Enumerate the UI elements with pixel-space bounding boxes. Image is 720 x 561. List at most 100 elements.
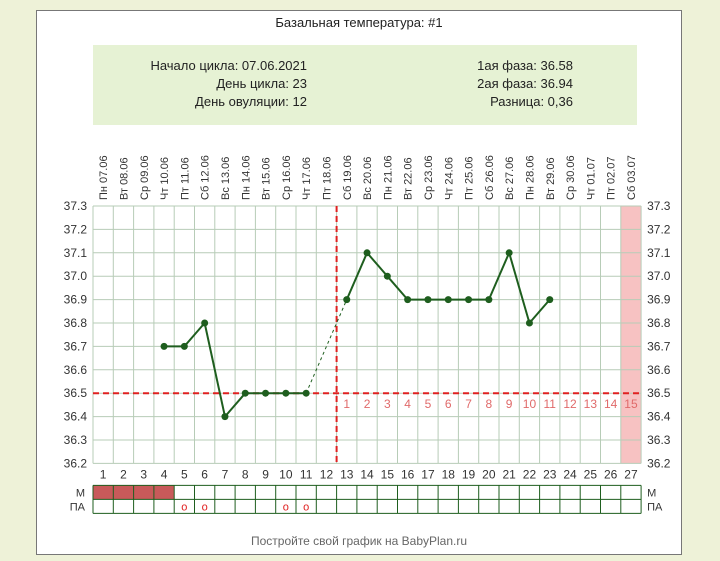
date-tick-label: Сб 12.06 bbox=[200, 155, 212, 200]
day-number-label: 7 bbox=[222, 467, 229, 481]
y-tick-label-right: 36.8 bbox=[647, 316, 671, 330]
date-tick-label: Ср 30.06 bbox=[565, 155, 577, 200]
day-number-label: 22 bbox=[523, 467, 537, 481]
data-point bbox=[262, 389, 270, 397]
date-tick-label: Ср 16.06 bbox=[281, 155, 293, 200]
phase2-day-number: 2 bbox=[364, 397, 371, 411]
series-segment bbox=[183, 322, 206, 348]
y-tick-label-right: 36.7 bbox=[647, 339, 671, 353]
day-number-label: 16 bbox=[401, 467, 415, 481]
date-tick-label: Пн 28.06 bbox=[524, 155, 536, 200]
phase2-day-number: 12 bbox=[563, 397, 577, 411]
date-tick-label: Пт 18.06 bbox=[321, 156, 333, 200]
phase2-day-number: 1 bbox=[343, 397, 350, 411]
pa-marker: o bbox=[283, 501, 289, 513]
date-tick-label: Вс 13.06 bbox=[220, 157, 232, 200]
series-segment bbox=[487, 252, 511, 300]
cycle-start-text: Начало цикла: 07.06.2021 bbox=[150, 58, 307, 73]
pa-marker: o bbox=[303, 501, 309, 513]
y-tick-label-left: 37.0 bbox=[64, 269, 88, 283]
phase2-day-number: 13 bbox=[584, 397, 598, 411]
y-tick-label-right: 36.9 bbox=[647, 293, 671, 307]
date-tick-label: Пн 07.06 bbox=[98, 155, 110, 200]
ovulation-day-text: День овуляции: 12 bbox=[195, 94, 307, 109]
date-tick-label: Пт 25.06 bbox=[464, 156, 476, 200]
difference-text: Разница: 0,36 bbox=[490, 94, 573, 109]
day-number-label: 1 bbox=[100, 467, 107, 481]
date-tick-label: Пт 11.06 bbox=[179, 157, 191, 200]
date-tick-label: Вт 22.06 bbox=[403, 157, 415, 200]
row-label-m-left: М bbox=[76, 487, 85, 499]
series-segment bbox=[386, 275, 409, 301]
pa-marker: o bbox=[202, 501, 208, 513]
day-number-label: 20 bbox=[482, 467, 496, 481]
day-number-label: 21 bbox=[502, 467, 516, 481]
phase2-day-number: 6 bbox=[445, 397, 452, 411]
day-number-label: 5 bbox=[181, 467, 188, 481]
day-number-label: 3 bbox=[140, 467, 147, 481]
phase2-day-number: 3 bbox=[384, 397, 391, 411]
y-tick-label-left: 36.9 bbox=[64, 293, 88, 307]
footer-text: Постройте свой график на BabyPlan.ru bbox=[250, 534, 468, 548]
day-number-label: 17 bbox=[421, 467, 435, 481]
phase2-day-number: 9 bbox=[506, 397, 513, 411]
y-tick-label-right: 36.6 bbox=[647, 363, 671, 377]
y-tick-label-left: 36.6 bbox=[64, 363, 88, 377]
row-label-pa-left: ПА bbox=[70, 501, 86, 513]
date-tick-label: Пт 02.07 bbox=[606, 156, 618, 200]
day-number-label: 12 bbox=[320, 467, 334, 481]
data-point bbox=[546, 296, 554, 304]
phase1-text: 1ая фаза: 36.58 bbox=[477, 58, 573, 73]
day-number-label: 2 bbox=[120, 467, 127, 481]
y-tick-label-left: 36.5 bbox=[64, 386, 88, 400]
data-point bbox=[160, 342, 168, 350]
date-tick-label: Пн 21.06 bbox=[382, 155, 394, 200]
data-point bbox=[221, 413, 229, 421]
y-tick-label-left: 36.4 bbox=[64, 410, 88, 424]
menstruation-cell bbox=[153, 485, 175, 500]
day-number-label: 26 bbox=[604, 467, 618, 481]
date-tick-label: Вс 27.06 bbox=[504, 157, 516, 200]
data-point bbox=[404, 296, 412, 304]
day-number-label: 9 bbox=[262, 467, 269, 481]
data-point bbox=[424, 296, 432, 304]
date-tick-label: Вт 29.06 bbox=[545, 157, 557, 200]
date-tick-label: Чт 01.07 bbox=[585, 157, 597, 200]
series-gap-segment bbox=[305, 299, 348, 394]
day-number-label: 8 bbox=[242, 467, 249, 481]
y-tick-label-left: 36.2 bbox=[64, 456, 88, 470]
data-point bbox=[282, 389, 290, 397]
date-tick-label: Чт 10.06 bbox=[159, 157, 171, 200]
data-point bbox=[485, 296, 493, 304]
data-point bbox=[505, 249, 513, 257]
phase2-text: 2ая фаза: 36.94 bbox=[477, 76, 573, 91]
y-tick-label-right: 37.1 bbox=[647, 246, 671, 260]
y-tick-label-right: 36.3 bbox=[647, 433, 671, 447]
data-point bbox=[465, 296, 473, 304]
series-segment bbox=[528, 298, 551, 324]
y-tick-label-left: 37.1 bbox=[64, 246, 88, 260]
highlight-day-column bbox=[620, 206, 642, 464]
y-tick-label-right: 37.3 bbox=[647, 199, 671, 213]
phase2-day-number: 4 bbox=[404, 397, 411, 411]
y-tick-label-right: 37.2 bbox=[647, 222, 671, 236]
cycle-day-text: День цикла: 23 bbox=[216, 76, 307, 91]
day-number-label: 24 bbox=[563, 467, 577, 481]
phase2-day-number: 14 bbox=[604, 397, 618, 411]
menstruation-cell bbox=[133, 485, 154, 500]
date-tick-label: Вт 08.06 bbox=[118, 157, 130, 200]
phase2-day-number: 7 bbox=[465, 397, 472, 411]
date-tick-label: Вт 15.06 bbox=[261, 157, 273, 200]
data-point bbox=[444, 296, 452, 304]
date-tick-label: Ср 09.06 bbox=[139, 155, 151, 200]
day-number-label: 11 bbox=[300, 467, 313, 481]
y-tick-label-left: 36.8 bbox=[64, 316, 88, 330]
chart-title: Базальная температура: #1 bbox=[275, 15, 443, 30]
row-label-pa-right: ПА bbox=[647, 501, 663, 513]
phase2-day-number: 8 bbox=[486, 397, 493, 411]
day-number-label: 13 bbox=[340, 467, 354, 481]
date-tick-label: Сб 03.07 bbox=[626, 155, 638, 200]
date-tick-label: Чт 17.06 bbox=[301, 157, 313, 200]
day-number-label: 14 bbox=[360, 467, 374, 481]
phase2-day-number: 10 bbox=[523, 397, 537, 411]
